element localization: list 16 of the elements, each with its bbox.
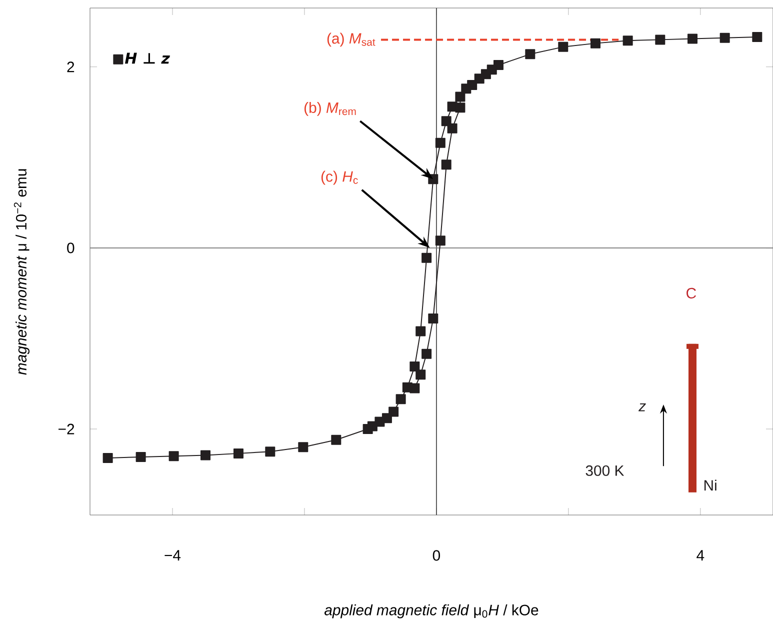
y-tick-label: 0 <box>67 242 74 254</box>
annotation: 300 K <box>586 465 624 476</box>
annotation: (c) H$_{c}$ <box>321 170 358 185</box>
y-axis-title: magnetic moment μ / 10$^{−2}$ emu <box>14 169 30 375</box>
annotation: (b) M$_{rem}$ <box>304 102 356 116</box>
annotation: (a) M$_{sat}$ <box>327 32 376 47</box>
x-axis-title: applied magnetic field μ$_{0}$H / kOe <box>324 604 538 618</box>
annotation: Ni <box>704 480 716 491</box>
x-tick-label: −4 <box>164 550 181 560</box>
x-tick-label: 4 <box>696 550 704 560</box>
x-tick-label: 0 <box>432 550 440 561</box>
annotation: z <box>638 403 646 412</box>
annotation: C <box>686 288 696 298</box>
y-tick-label: 2 <box>67 62 74 72</box>
legend-label: H ⊥ z <box>124 52 170 64</box>
y-tick-label: −2 <box>58 424 74 434</box>
